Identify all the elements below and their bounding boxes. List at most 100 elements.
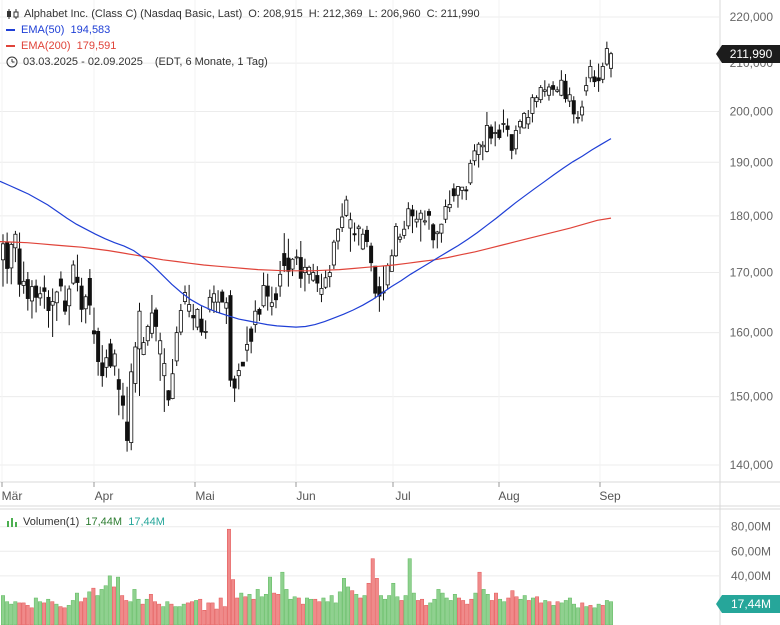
volume-bar [62, 607, 67, 625]
volume-bar [428, 602, 433, 625]
ema50-line [0, 138, 612, 328]
candle-body [505, 125, 510, 130]
volume-bar [33, 597, 38, 625]
y-tick-label: 200,000 [730, 104, 774, 118]
candle [249, 326, 254, 354]
volume-bar [600, 605, 605, 625]
candle [406, 202, 411, 230]
candle-body [278, 273, 283, 287]
legend-ema200-row[interactable]: EMA(200) 179,591 [6, 38, 480, 54]
volume-legend: Volumen(1) 17,44M 17,44M [6, 516, 165, 528]
x-tick-label: Jul [395, 489, 410, 503]
volume-bar [358, 597, 363, 625]
volume-bar [50, 601, 55, 625]
legend-title-row: Alphabet Inc. (Class C) (Nasdaq Basic, L… [6, 6, 480, 22]
volume-bar [477, 571, 482, 625]
legend-range-row: 03.03.2025 - 02.09.2025 (EDT, 6 Monate, … [6, 54, 480, 70]
candle [137, 302, 142, 396]
volume-bar [148, 594, 153, 625]
volume-bar [309, 598, 314, 625]
candle-body [158, 340, 163, 355]
candle [480, 141, 485, 161]
candle [100, 345, 105, 387]
volume-bar [29, 607, 34, 625]
volume-bar [17, 602, 22, 625]
candle [224, 297, 229, 325]
volume-bar [70, 600, 75, 625]
volume-bar [91, 587, 96, 625]
volume-bar [432, 598, 437, 625]
candle-body [422, 220, 427, 223]
volume-bar [399, 600, 404, 625]
candle [385, 263, 390, 290]
volume-bar [387, 595, 392, 625]
candle-body [13, 233, 18, 249]
volume-bar [165, 601, 170, 625]
volume-bar [288, 598, 293, 625]
candle-icon [7, 9, 19, 19]
candle [282, 233, 287, 272]
volume-bar [284, 589, 289, 625]
candle-body [162, 363, 167, 377]
volume-bar [473, 592, 478, 625]
candle-body [476, 143, 481, 155]
volume-bar [313, 598, 318, 625]
candle [501, 109, 506, 133]
candle [398, 233, 403, 243]
candle [269, 286, 274, 316]
candle [414, 210, 419, 228]
candle-body [216, 301, 221, 313]
candle-body [17, 248, 22, 285]
candle-body [451, 188, 456, 197]
candle-body [174, 332, 179, 362]
candle-body [522, 113, 527, 129]
volume-bar [415, 600, 420, 625]
ema50-swatch [6, 29, 15, 31]
volume-bar [9, 603, 14, 625]
candle-body [29, 286, 34, 302]
candle-body [187, 304, 192, 312]
candle-body [414, 218, 419, 223]
candle [596, 63, 601, 92]
candle-body [294, 256, 299, 259]
date-range: 03.03.2025 - 02.09.2025 [23, 56, 143, 68]
volume-bar [596, 603, 601, 625]
volume-bar [177, 606, 182, 625]
candle [154, 307, 159, 342]
volume-bar [317, 601, 322, 625]
candle [559, 70, 564, 97]
candle [509, 134, 514, 160]
candle-body [315, 275, 320, 284]
volume-bar [448, 600, 453, 625]
volume-bar [407, 558, 412, 625]
candle-body [240, 361, 245, 367]
candle-body [220, 291, 225, 303]
volume-value-1: 17,44M [85, 516, 123, 528]
candle [489, 124, 494, 145]
candle [584, 76, 589, 96]
candle [104, 349, 109, 378]
volume-bar [378, 595, 383, 625]
candle-body [290, 258, 295, 270]
candle-body [398, 236, 403, 240]
candle-body [125, 421, 130, 441]
volume-bar [95, 595, 100, 625]
volume-bar [321, 597, 326, 625]
legend-ema50-row[interactable]: EMA(50) 194,583 [6, 22, 480, 38]
volume-bar [251, 598, 256, 625]
volume-bar [584, 606, 589, 625]
volume-bar [588, 605, 593, 625]
candle [87, 269, 92, 315]
candle [211, 285, 216, 314]
volume-bar [157, 603, 162, 625]
candle-body [269, 302, 274, 307]
candle-body [468, 162, 473, 184]
candle [443, 199, 448, 224]
candle-body [377, 286, 382, 297]
candle-body [154, 309, 159, 327]
candle [79, 277, 84, 323]
low-label: L: [368, 8, 378, 20]
volume-bar [572, 603, 576, 625]
volume-bar [444, 597, 449, 625]
